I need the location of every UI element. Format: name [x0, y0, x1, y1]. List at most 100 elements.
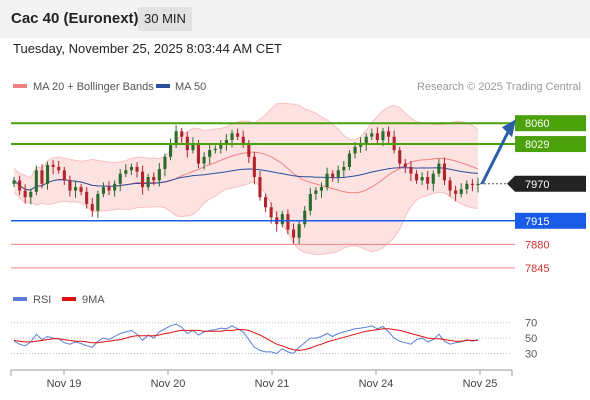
- current-price-box: [507, 175, 586, 192]
- candle-body: [297, 224, 301, 238]
- candle-body: [269, 207, 273, 218]
- x-axis-label: Nov 25: [463, 378, 498, 390]
- candle-body: [426, 177, 430, 184]
- price-levels: 8060 8029 7970 7915 7880 7845: [11, 115, 586, 275]
- candle-body: [437, 163, 441, 174]
- legend-swatch-ma50: [156, 84, 170, 88]
- rsi-line: [13, 323, 479, 355]
- candle-body: [174, 131, 178, 144]
- candle-body: [124, 170, 128, 174]
- candle-body: [213, 148, 217, 151]
- candle-body: [303, 210, 307, 225]
- candle-body: [409, 166, 413, 174]
- candle-body: [448, 180, 452, 191]
- support-light-label: 7880: [525, 239, 549, 251]
- candle-body: [135, 166, 139, 172]
- candle-body: [157, 169, 161, 181]
- candle-body: [224, 140, 228, 145]
- candle-body: [107, 187, 111, 191]
- rsi-tick-label: 30: [525, 348, 537, 360]
- candle-body: [163, 156, 167, 169]
- candle-body: [196, 143, 200, 164]
- candle-body: [57, 166, 61, 171]
- candle-body: [241, 136, 245, 144]
- rsi-ma-line: [13, 328, 478, 351]
- legend-swatch-rsi: [13, 297, 27, 301]
- candle-body: [375, 133, 379, 140]
- header-bar: Cac 40 (Euronext) 30 MIN: [0, 0, 590, 38]
- candle-body: [169, 143, 173, 157]
- legend-label-ma20: MA 20 + Bollinger Bands: [33, 81, 154, 93]
- current-price-label: 7970: [525, 179, 549, 191]
- instrument-title: Cac 40 (Euronext): [11, 10, 139, 27]
- candle-body: [280, 214, 284, 225]
- candle-body: [264, 197, 268, 208]
- candle-body: [364, 136, 368, 144]
- candle-body: [387, 131, 391, 137]
- candle-body: [79, 187, 83, 192]
- resistance-label-box: [515, 136, 586, 153]
- candle-body: [381, 131, 385, 141]
- attribution: Research © 2025 Trading Central: [417, 81, 581, 93]
- candle-body: [347, 153, 351, 167]
- candle-body: [85, 191, 89, 204]
- candle-body: [476, 183, 480, 186]
- legend-swatch-ma20: [13, 84, 27, 88]
- candle-body: [129, 166, 133, 171]
- candle-body: [23, 190, 27, 198]
- x-axis-label: Nov 20: [151, 378, 186, 390]
- x-axis-label: Nov 21: [255, 378, 290, 390]
- candle-body: [470, 183, 474, 186]
- forecast-arrow-shaft: [480, 129, 511, 185]
- candle-body: [12, 180, 16, 184]
- candle-body: [247, 143, 251, 157]
- candle-body: [331, 173, 335, 178]
- candle-body: [118, 173, 122, 184]
- candle-body: [292, 229, 296, 238]
- candle-body: [208, 150, 212, 157]
- candle-body: [342, 166, 346, 171]
- x-axis-label: Nov 24: [359, 378, 394, 390]
- candle-body: [18, 180, 22, 191]
- candle-body: [62, 170, 66, 181]
- candle-body: [415, 173, 419, 181]
- candle-body: [431, 173, 435, 184]
- candle-body: [353, 146, 357, 154]
- candle-body: [40, 170, 44, 184]
- legend-label-rsi: RSI: [33, 294, 51, 306]
- candle-body: [180, 131, 184, 137]
- candle-body: [96, 193, 100, 211]
- resistance-label: 8029: [525, 139, 549, 151]
- candle-body: [74, 187, 78, 191]
- resistance-label: 8060: [525, 118, 549, 130]
- candle-body: [46, 164, 50, 184]
- candle-body: [403, 163, 407, 167]
- candle-body: [370, 133, 374, 137]
- legend-swatch-rsi-ma: [62, 297, 76, 301]
- candle-body: [230, 133, 234, 140]
- candle-body: [219, 144, 223, 149]
- bollinger-upper-line: [13, 102, 479, 179]
- resistance-label-box: [515, 115, 586, 132]
- support-light-label: 7845: [525, 263, 549, 275]
- ma50-line: [13, 167, 479, 191]
- x-axis-labels: Nov 19 Nov 20 Nov 21 Nov 24 Nov 25: [47, 370, 498, 390]
- candle-body: [420, 177, 424, 181]
- interval-badge[interactable]: 30 MIN: [138, 7, 192, 31]
- legend-label-rsi-ma: 9MA: [82, 294, 105, 306]
- bollinger-band-fill: [14, 103, 478, 255]
- candle-body: [314, 190, 318, 194]
- candle-body: [236, 133, 240, 137]
- rsi-tick-label: 70: [525, 318, 537, 330]
- candle-body: [90, 204, 94, 211]
- legend-label-ma50: MA 50: [175, 81, 206, 93]
- candle-body: [29, 191, 33, 198]
- candle-body: [325, 173, 329, 188]
- candle-body: [442, 163, 446, 181]
- candle-body: [113, 183, 117, 191]
- candle-body: [191, 143, 195, 151]
- candle-body: [152, 177, 156, 181]
- candle-body: [459, 189, 463, 194]
- candle-body: [465, 183, 469, 190]
- x-axis-label: Nov 19: [47, 378, 82, 390]
